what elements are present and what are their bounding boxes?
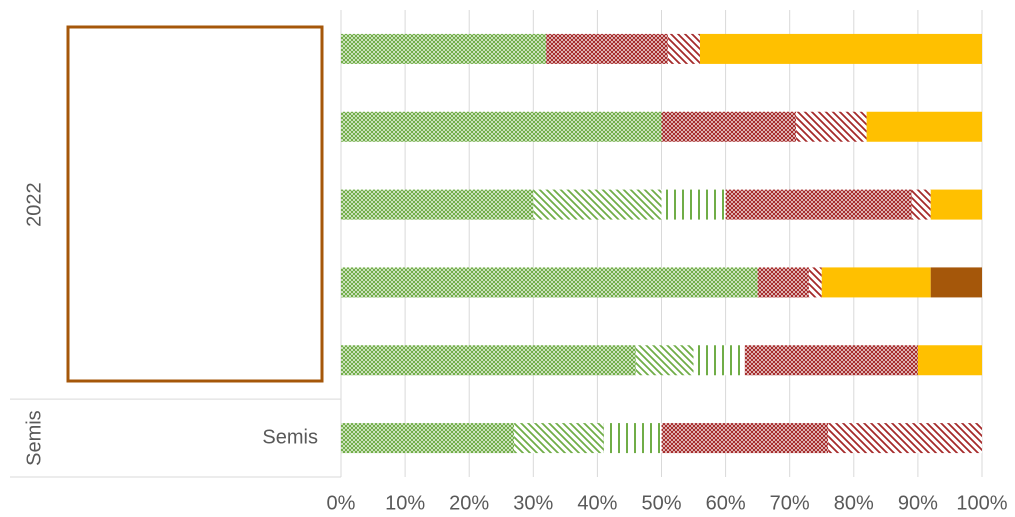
bar-segment [744, 345, 918, 376]
bar-segment [866, 111, 982, 142]
x-tick-label: 0% [327, 492, 356, 514]
x-tick-label: 80% [834, 492, 874, 514]
x-tick-label: 50% [641, 492, 681, 514]
bar-segment [661, 111, 797, 142]
bar-segment [533, 189, 662, 220]
y-tick-label: Semis [262, 426, 318, 448]
bar-segment [821, 267, 931, 298]
bar-segment [725, 189, 912, 220]
bar-segment [757, 267, 809, 298]
bar-segment [917, 345, 982, 376]
bar-segment [603, 423, 662, 454]
x-tick-label: 20% [449, 492, 489, 514]
bar-segment [828, 423, 982, 454]
bar-segment [546, 33, 668, 64]
bar-segment [667, 33, 700, 64]
overlay-box [66, 25, 324, 383]
bar-segment [341, 423, 515, 454]
x-tick-label: 100% [956, 492, 1007, 514]
bar-segment [699, 33, 982, 64]
bar-segment [661, 423, 829, 454]
x-tick-label: 70% [770, 492, 810, 514]
bar-segment [911, 189, 931, 220]
bar-segment [661, 189, 726, 220]
group-label: Semis [23, 410, 45, 466]
bar-segment [796, 111, 867, 142]
x-tick-label: 40% [577, 492, 617, 514]
bar-segment [808, 267, 822, 298]
x-tick-label: 60% [706, 492, 746, 514]
bar-segment [341, 111, 662, 142]
x-tick-label: 30% [513, 492, 553, 514]
bar-segment [341, 345, 636, 376]
bar-segment [341, 189, 534, 220]
x-tick-label: 10% [385, 492, 425, 514]
bar-segment [341, 33, 547, 64]
bar-segment [693, 345, 745, 376]
group-label: 2022 [23, 182, 45, 227]
bar-segment [635, 345, 694, 376]
bar-segment [514, 423, 604, 454]
x-tick-label: 90% [898, 492, 938, 514]
bar-segment [341, 267, 758, 298]
bar-segment [930, 189, 982, 220]
bar-segment [930, 267, 982, 298]
